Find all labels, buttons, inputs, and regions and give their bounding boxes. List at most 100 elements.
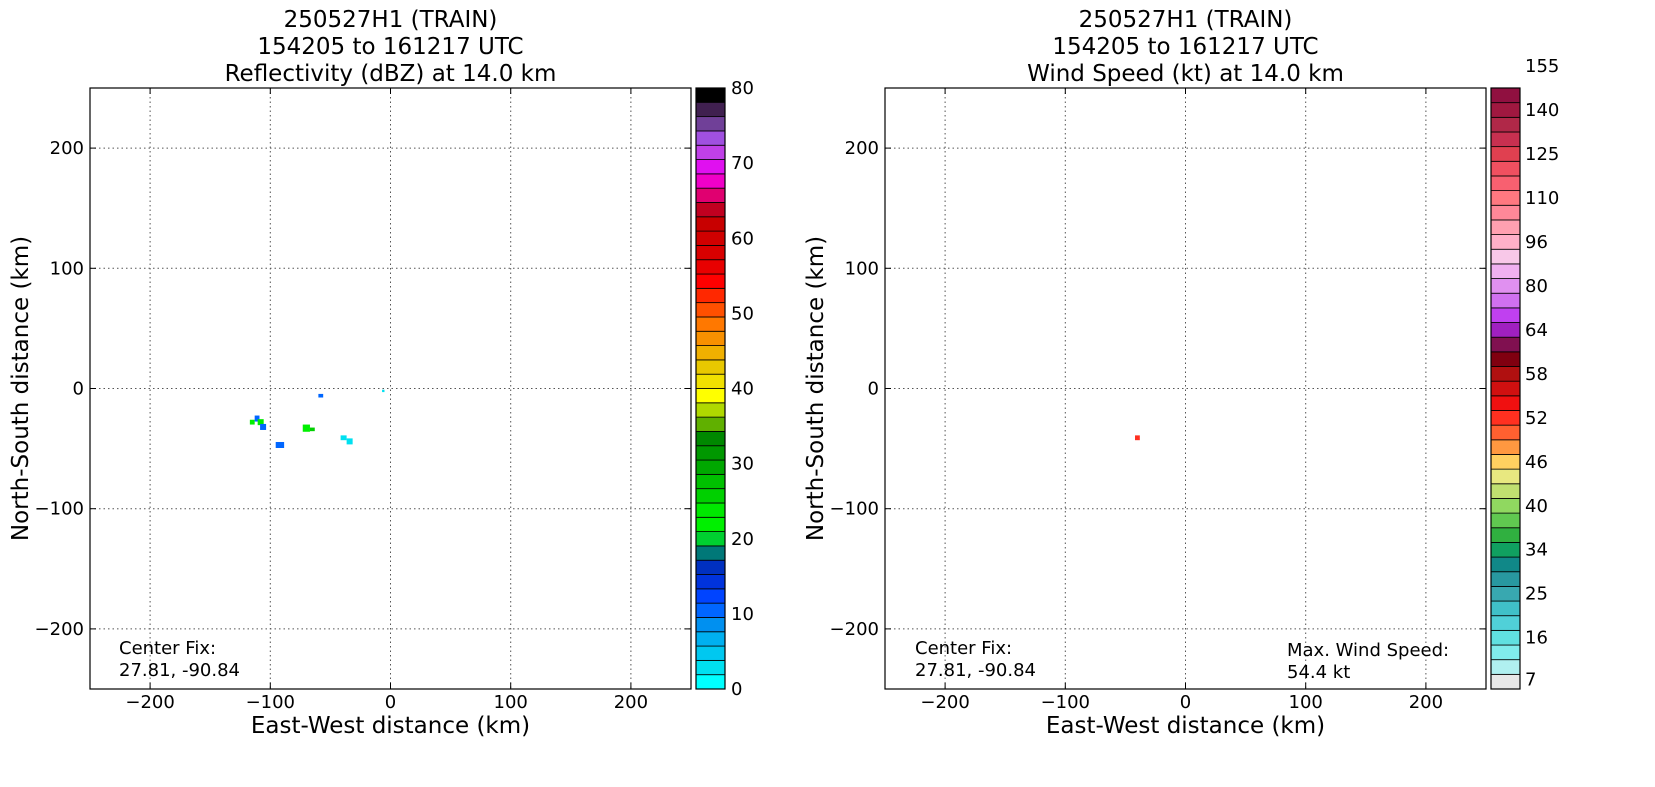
data-cell bbox=[254, 415, 260, 422]
colorbar-segment bbox=[1490, 424, 1521, 441]
colorbar-tick-label: 80 bbox=[731, 78, 754, 99]
colorbar-segment bbox=[1490, 585, 1521, 602]
colorbar-segment bbox=[1490, 600, 1521, 617]
colorbar-segment bbox=[1490, 116, 1521, 133]
colorbar-segment bbox=[695, 545, 726, 561]
x-tick-label: −100 bbox=[246, 692, 295, 713]
data-cell bbox=[318, 393, 324, 398]
colorbar-segment bbox=[1490, 468, 1521, 485]
colorbar-segment bbox=[695, 101, 726, 118]
x-tick-label: 100 bbox=[494, 692, 528, 713]
colorbar-segment bbox=[1490, 410, 1521, 426]
chart-title-line: Reflectivity (dBZ) at 14.0 km bbox=[225, 61, 557, 87]
colorbar-segment bbox=[695, 574, 726, 590]
colorbar-segment bbox=[1490, 131, 1521, 148]
colorbar-segment bbox=[1490, 527, 1521, 543]
colorbar-segment bbox=[695, 345, 726, 361]
colorbar-tick-label: 7 bbox=[1525, 670, 1536, 691]
colorbar-segment bbox=[1490, 659, 1521, 675]
y-tick-label: 100 bbox=[845, 258, 879, 279]
colorbar-segment bbox=[1490, 380, 1521, 397]
colorbar-segment bbox=[1490, 615, 1521, 631]
y-tick-label: −100 bbox=[830, 499, 879, 520]
colorbar-segment bbox=[695, 359, 726, 375]
chart-title-line: 154205 to 161217 UTC bbox=[1052, 34, 1318, 60]
x-tick-label: 200 bbox=[614, 692, 648, 713]
colorbar-tick-label: 155 bbox=[1525, 56, 1559, 77]
colorbar-segment bbox=[1490, 483, 1521, 499]
colorbar-tick-label: 50 bbox=[731, 303, 754, 324]
colorbar-segment bbox=[1490, 87, 1521, 104]
colorbar-segment bbox=[1490, 542, 1521, 558]
colorbar-tick-label: 125 bbox=[1525, 144, 1559, 165]
chart-title-line: Wind Speed (kt) at 14.0 km bbox=[1027, 61, 1344, 87]
colorbar-segment bbox=[1490, 454, 1521, 470]
colorbar-segment bbox=[695, 373, 726, 389]
colorbar-segment bbox=[1490, 190, 1521, 206]
colorbar-tick-label: 52 bbox=[1525, 408, 1548, 429]
y-tick-label: −200 bbox=[35, 619, 84, 640]
data-cell bbox=[249, 419, 255, 425]
colorbar-segment bbox=[695, 144, 726, 160]
x-axis-label: East-West distance (km) bbox=[1046, 713, 1325, 739]
colorbar-tick-label: 0 bbox=[731, 679, 742, 700]
x-tick-label: 200 bbox=[1409, 692, 1443, 713]
colorbar-segment bbox=[695, 659, 726, 676]
colorbar-segment bbox=[1490, 556, 1521, 573]
colorbar-segment bbox=[1490, 351, 1521, 367]
colorbar-segment bbox=[695, 473, 726, 490]
colorbar-segment bbox=[695, 259, 726, 275]
colorbar-tick-label: 10 bbox=[731, 604, 754, 625]
colorbar-tick-label: 140 bbox=[1525, 100, 1559, 121]
y-tick-label: −100 bbox=[35, 499, 84, 520]
colorbar-tick-label: 34 bbox=[1525, 540, 1548, 561]
colorbar-segment bbox=[695, 187, 726, 203]
colorbar-frame bbox=[695, 87, 726, 690]
data-cell bbox=[260, 423, 267, 430]
colorbar-frame bbox=[1490, 87, 1521, 690]
center-fix-annotation: 27.81, -90.84 bbox=[119, 660, 240, 681]
colorbar-segment bbox=[695, 216, 726, 232]
colorbar-segment bbox=[695, 173, 726, 189]
center-fix-annotation: 27.81, -90.84 bbox=[915, 660, 1036, 681]
data-cell bbox=[382, 389, 385, 393]
center-fix-annotation: Center Fix: bbox=[119, 638, 216, 659]
wind-speed-panel: 250527H1 (TRAIN)154205 to 161217 UTCWind… bbox=[803, 7, 1559, 739]
x-tick-label: −100 bbox=[1041, 692, 1090, 713]
colorbar-segment bbox=[695, 330, 726, 346]
colorbar-segment bbox=[695, 273, 726, 289]
colorbar-segment bbox=[1490, 278, 1521, 294]
colorbar-segment bbox=[1490, 263, 1521, 279]
colorbar-segment bbox=[695, 559, 726, 575]
colorbar-segment bbox=[695, 87, 726, 103]
data-cell bbox=[1135, 435, 1140, 441]
data-cell bbox=[275, 441, 285, 448]
colorbar-tick-label: 20 bbox=[731, 529, 754, 550]
colorbar-segment bbox=[1490, 175, 1521, 192]
colorbar-segment bbox=[695, 459, 726, 475]
colorbar-segment bbox=[1490, 322, 1521, 338]
colorbar-segment bbox=[695, 416, 726, 432]
colorbar-segment bbox=[1490, 307, 1521, 323]
colorbar-tick-label: 60 bbox=[731, 228, 754, 249]
x-tick-label: 0 bbox=[1180, 692, 1191, 713]
reflectivity-panel: 250527H1 (TRAIN)154205 to 161217 UTCRefl… bbox=[8, 7, 754, 739]
x-axis-label: East-West distance (km) bbox=[251, 713, 530, 739]
colorbar-segment bbox=[695, 402, 726, 418]
colorbar-segment bbox=[695, 502, 726, 518]
colorbar-tick-label: 58 bbox=[1525, 364, 1548, 385]
max-wind-annotation: 54.4 kt bbox=[1287, 662, 1350, 683]
colorbar-segment bbox=[695, 617, 726, 633]
colorbar-segment bbox=[1490, 498, 1521, 514]
colorbar-tick-label: 46 bbox=[1525, 452, 1548, 473]
colorbar-tick-label: 70 bbox=[731, 153, 754, 174]
colorbar-tick-label: 16 bbox=[1525, 628, 1548, 649]
colorbar-tick-label: 110 bbox=[1525, 188, 1559, 209]
colorbar-segment bbox=[695, 316, 726, 332]
data-cell bbox=[309, 427, 315, 432]
x-tick-label: 0 bbox=[385, 692, 396, 713]
colorbar-segment bbox=[1490, 366, 1521, 382]
data-cell bbox=[340, 435, 347, 441]
colorbar-segment bbox=[695, 302, 726, 318]
